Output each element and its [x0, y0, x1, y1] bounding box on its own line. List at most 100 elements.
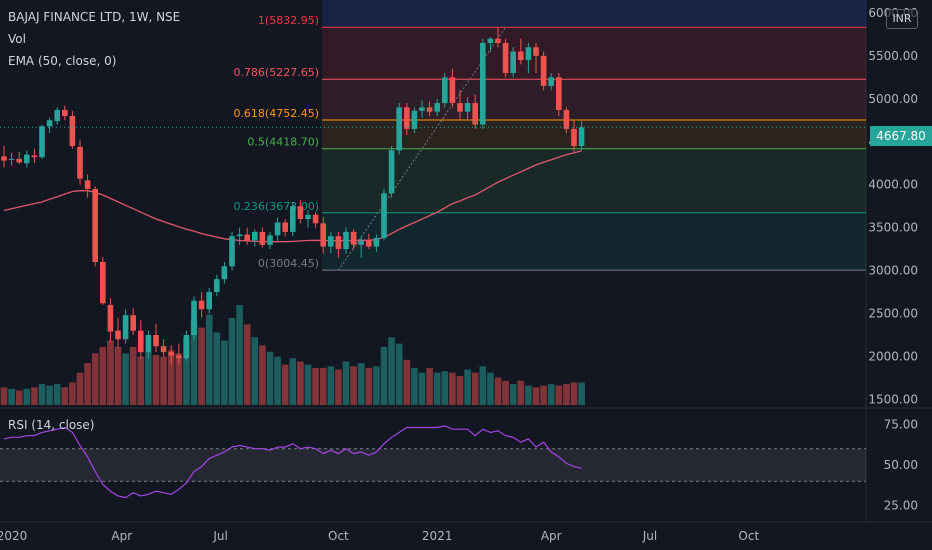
- candle: [578, 127, 585, 147]
- time-tick-label: Apr: [541, 529, 562, 543]
- volume-bar: [281, 364, 289, 405]
- volume-bar: [167, 350, 175, 405]
- fib-zone: [322, 148, 866, 213]
- candle: [449, 77, 456, 104]
- volume-bar: [23, 388, 31, 405]
- candle: [183, 334, 190, 359]
- candle: [510, 51, 516, 74]
- volume-bar: [53, 384, 61, 405]
- fib-level-label: 0.618(4752.45): [233, 107, 319, 120]
- fib-trend-line: [337, 26, 507, 271]
- volume-bar: [221, 340, 228, 405]
- volume-bar: [380, 346, 388, 405]
- candle: [556, 77, 562, 110]
- candle: [221, 266, 228, 280]
- candle: [419, 107, 425, 111]
- rsi-tick-label: 50.00: [884, 458, 918, 472]
- fib-zone-top: [322, 0, 866, 28]
- candle: [495, 38, 501, 43]
- candle: [297, 206, 304, 220]
- candle: [487, 38, 494, 43]
- volume-bar: [259, 345, 266, 405]
- candle: [533, 47, 539, 56]
- time-tick-label: 2021: [422, 529, 453, 543]
- rsi-line: [3, 425, 582, 499]
- volume-bar: [228, 317, 236, 405]
- candle: [563, 109, 570, 129]
- volume-bar: [213, 332, 221, 405]
- volume-bar: [464, 369, 471, 405]
- candle: [464, 103, 471, 112]
- volume-bar: [509, 384, 517, 405]
- volume-bar: [0, 387, 8, 405]
- candle: [343, 231, 349, 250]
- volume-bar: [456, 375, 464, 405]
- candle: [480, 42, 486, 125]
- volume-bar: [266, 351, 274, 405]
- candle: [46, 120, 53, 127]
- candle: [434, 103, 440, 112]
- volume-bar: [388, 337, 395, 405]
- candle: [31, 155, 38, 158]
- candle: [274, 222, 281, 236]
- candle: [236, 234, 243, 237]
- volume-bar: [494, 377, 502, 405]
- volume-bar: [243, 324, 251, 405]
- fib-zone: [322, 27, 866, 80]
- price-tick-label: 2500.00: [868, 307, 918, 321]
- volume-bar: [236, 305, 243, 405]
- volume-bar: [160, 356, 167, 405]
- candle: [320, 223, 326, 247]
- volume-bar: [312, 367, 319, 405]
- volume-bar: [555, 385, 563, 405]
- candle: [16, 158, 22, 163]
- candle: [69, 115, 76, 147]
- volume-bar: [532, 387, 540, 405]
- volume-bar: [190, 319, 198, 405]
- volume-bar: [205, 314, 213, 405]
- candle: [518, 51, 524, 61]
- volume-bar: [578, 382, 585, 405]
- time-tick-label: Apr: [111, 529, 132, 543]
- fib-level-label: 1(5832.95): [258, 14, 319, 27]
- candle: [1, 156, 7, 161]
- rsi-legend: RSI (14, close): [8, 418, 95, 432]
- candle: [8, 158, 15, 160]
- volume-bar: [183, 338, 190, 405]
- price-tick-label: 5500.00: [868, 49, 918, 63]
- volume-bar: [502, 380, 509, 405]
- candle: [24, 154, 30, 164]
- fib-level-label: 0.786(5227.65): [233, 66, 319, 79]
- rsi-band: [0, 448, 866, 482]
- volume-bar: [99, 346, 107, 405]
- time-tick-label: 2020: [0, 529, 27, 543]
- volume-bar: [76, 372, 84, 405]
- volume-bar: [319, 367, 327, 405]
- volume-bar: [395, 343, 403, 405]
- volume-bar: [433, 372, 441, 405]
- candle: [373, 237, 380, 247]
- candle: [472, 103, 478, 125]
- volume-bar: [426, 367, 433, 405]
- candle: [381, 193, 387, 238]
- candle: [502, 42, 509, 74]
- candle: [39, 126, 45, 158]
- volume-bar: [61, 387, 69, 405]
- volume-bar: [31, 387, 38, 405]
- volume-bar: [46, 385, 53, 405]
- currency-badge[interactable]: INR: [886, 9, 918, 29]
- candle: [442, 77, 448, 104]
- candle: [122, 315, 129, 340]
- fib-zone: [322, 120, 866, 149]
- time-tick-label: Oct: [738, 529, 759, 543]
- volume-bar: [274, 356, 281, 405]
- volume-bar: [547, 384, 555, 405]
- fib-level-label: 0.236(3673.00): [233, 200, 319, 213]
- candle: [92, 188, 98, 262]
- candle: [160, 346, 167, 353]
- candle: [62, 109, 68, 116]
- candle: [130, 315, 136, 331]
- volume-bar: [540, 385, 547, 405]
- volume-bar: [175, 353, 183, 405]
